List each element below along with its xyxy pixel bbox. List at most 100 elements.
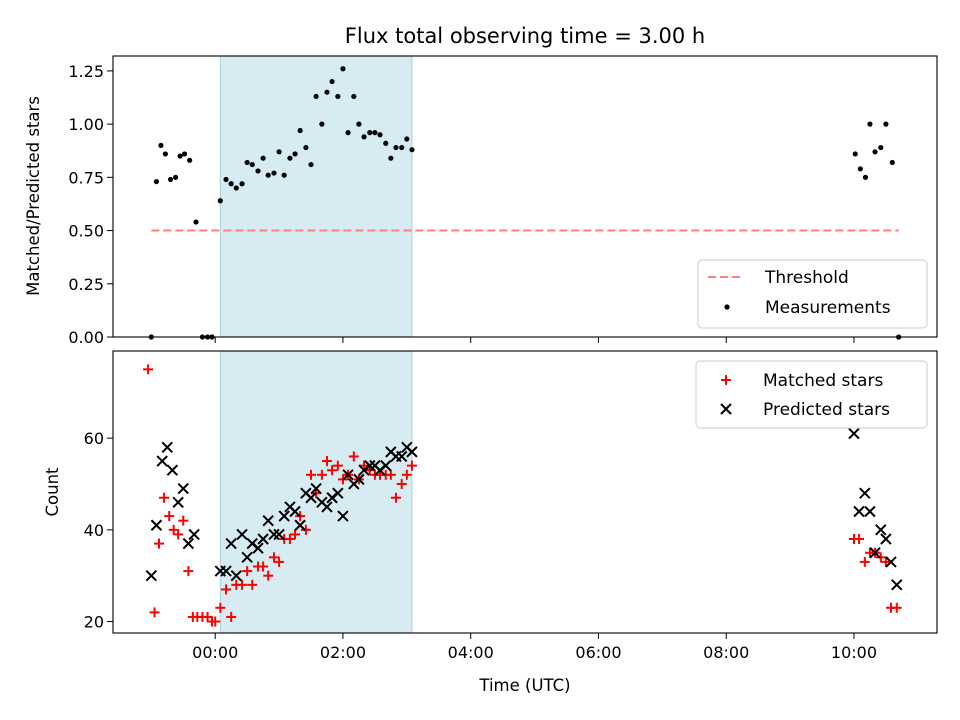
matched-star-marker: [306, 469, 317, 480]
predicted-star-marker-b: [150, 519, 163, 531]
predicted-star-marker-b: [380, 459, 392, 472]
predicted-star-marker: [875, 524, 887, 536]
predicted-star-marker-b: [869, 547, 881, 559]
measurement-point: [852, 151, 858, 157]
predicted-star-marker: [406, 446, 418, 458]
measurement-point: [167, 176, 174, 183]
y-tick-label: 0.25: [68, 275, 104, 294]
observing-span-top: [219, 55, 413, 338]
legend-measurements-swatch: [724, 304, 730, 310]
matched-star-marker: [168, 524, 179, 535]
predicted-star-marker-b: [241, 551, 253, 564]
measurement-point: [367, 130, 373, 136]
measurement-point: [351, 93, 357, 100]
predicted-star-marker-b: [337, 510, 349, 522]
bottom-x-axis-ticks: 00:00 02:00 04:00 06:00 08:00 10:00: [192, 633, 877, 662]
legend-box: [697, 259, 928, 329]
predicted-star-marker-b: [246, 537, 258, 550]
y-tick-label: 0.00: [68, 328, 104, 347]
predicted-star-marker: [720, 403, 732, 415]
measurement-point: [308, 161, 314, 168]
matched-star-marker: [263, 570, 274, 581]
matched-star-marker: [178, 515, 189, 526]
x-tick-label: 02:00: [320, 643, 366, 662]
measurement-point: [324, 89, 330, 95]
predicted-star-marker: [257, 533, 269, 545]
predicted-star-marker-b: [252, 542, 264, 554]
predicted-star-marker-b: [230, 569, 242, 582]
top-axes-frame: [112, 55, 938, 338]
predicted-star-marker-b: [166, 464, 179, 476]
matched-star-marker: [215, 602, 226, 613]
measurement-point: [271, 170, 277, 176]
predicted-star-marker-b: [332, 487, 344, 499]
predicted-star-marker: [177, 482, 189, 495]
measurement-point: [313, 93, 319, 100]
measurement-point: [319, 121, 325, 127]
predicted-star-marker: [156, 455, 168, 467]
x-tick-label: 00:00: [192, 643, 238, 662]
predicted-star-marker-b: [145, 569, 158, 582]
figure-title: Flux total observing time = 3.00 h: [345, 24, 705, 48]
predicted-star-marker: [310, 482, 322, 495]
legend-box: [695, 360, 928, 429]
predicted-star-marker-b: [875, 524, 887, 536]
predicted-star-marker: [364, 459, 376, 472]
matched-star-marker: [284, 534, 295, 544]
matched-star-marker: [258, 561, 269, 572]
measurement-point: [335, 93, 341, 100]
measurement-point: [281, 172, 287, 178]
measurement-point: [372, 130, 378, 136]
measurement-point: [393, 144, 399, 151]
measurement-point: [260, 155, 266, 161]
y-tick-label: 20: [84, 613, 104, 632]
matched-star-marker: [396, 478, 407, 489]
top-legend: Threshold Measurements: [697, 259, 928, 329]
measurement-point: [883, 121, 889, 127]
measurement-point: [383, 140, 389, 146]
matched-star-marker: [247, 579, 258, 590]
predicted-star-marker: [859, 487, 871, 499]
matched-star-marker: [290, 529, 301, 540]
measurement-point: [345, 130, 351, 136]
measurements-series: [148, 66, 902, 340]
measurement-point: [889, 159, 895, 166]
matched-star-marker: [173, 529, 184, 540]
predicted-star-marker: [848, 427, 860, 440]
y-tick-label: 1.25: [68, 62, 104, 81]
predicted-star-marker: [380, 459, 392, 472]
x-axis-label: Time (UTC): [478, 676, 570, 695]
predicted-star-marker-b: [225, 537, 237, 550]
predicted-star-marker: [225, 537, 237, 550]
matched-star-marker: [721, 375, 731, 385]
matched-star-marker: [348, 451, 359, 462]
predicted-star-marker: [161, 441, 174, 453]
matched-star-marker: [406, 460, 417, 471]
top-y-axis-label: Matched/Predicted stars: [24, 96, 43, 296]
matched-stars-series: [143, 364, 902, 627]
ratio-panel: 0.00 0.25 0.50 0.75 1.00 1.25 Matched/Predict…: [24, 55, 938, 347]
measurement-point: [340, 66, 346, 72]
measurement-point: [193, 219, 199, 225]
measurement-point: [404, 136, 410, 142]
matched-star-marker: [385, 469, 396, 480]
predicted-star-marker: [321, 501, 333, 513]
predicted-star-marker: [294, 519, 306, 531]
y-tick-label: 60: [84, 429, 104, 448]
predicted-star-marker-b: [188, 528, 200, 541]
y-tick-label: 40: [84, 521, 104, 540]
measurement-point: [228, 181, 234, 187]
predicted-star-marker: [337, 510, 349, 522]
predicted-star-marker: [268, 528, 280, 541]
predicted-star-marker: [252, 542, 264, 554]
predicted-star-marker: [182, 537, 195, 550]
predicted-star-marker-b: [880, 533, 892, 545]
matched-star-marker: [159, 492, 170, 503]
matched-star-marker: [854, 534, 865, 544]
legend-predicted-label: Predicted stars: [763, 400, 890, 420]
measurement-point: [244, 159, 250, 166]
predicted-star-marker-b: [305, 492, 317, 504]
matched-star-marker: [401, 469, 412, 480]
x-tick-label: 06:00: [575, 643, 621, 662]
predicted-star-marker: [145, 569, 158, 582]
